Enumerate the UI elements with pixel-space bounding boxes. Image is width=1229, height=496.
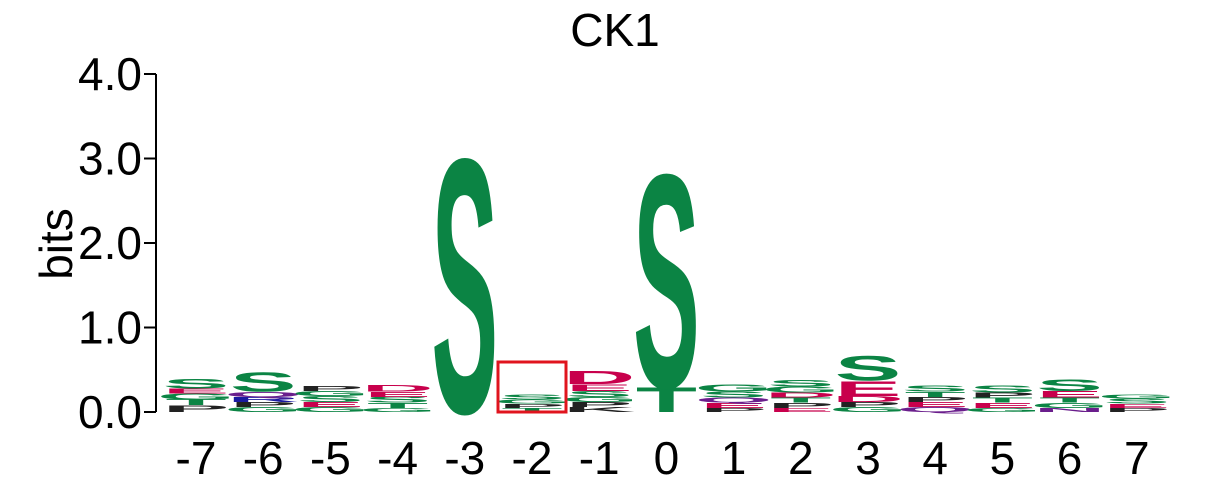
y-tick-label: 3.0 bbox=[78, 133, 142, 185]
x-tick-label: 0 bbox=[654, 432, 680, 484]
logo-letter-p: P bbox=[700, 407, 767, 414]
logo-letter-q: Q bbox=[224, 391, 302, 399]
logo-letter-t: T bbox=[1039, 396, 1100, 404]
logo-letter-r: R bbox=[227, 396, 299, 404]
y-axis-label: bits bbox=[30, 208, 82, 280]
logo-letter-d: D bbox=[765, 391, 837, 399]
logo-letter-s: S bbox=[969, 383, 1036, 395]
logo-letter-s: S bbox=[835, 349, 902, 388]
logo-letter-e: E bbox=[767, 407, 834, 414]
x-tick-label: -4 bbox=[377, 432, 418, 484]
logo-letter-t: T bbox=[165, 398, 226, 407]
y-tick-label: 0.0 bbox=[78, 386, 142, 438]
logo-letter-g: G bbox=[224, 406, 302, 414]
logo-letter-k: K bbox=[563, 406, 635, 414]
logo-letter-s: S bbox=[230, 366, 297, 398]
logo-letter-g: G bbox=[762, 385, 840, 394]
logo-letter-s: S bbox=[700, 390, 767, 399]
x-tick-label: 6 bbox=[1057, 432, 1083, 484]
logo-letter-p: P bbox=[767, 402, 834, 410]
logo-letter-t: T bbox=[636, 380, 697, 419]
logo-letter-t: T bbox=[770, 396, 831, 404]
x-tick-label: 7 bbox=[1124, 432, 1150, 484]
logo-letter-d: D bbox=[361, 383, 433, 393]
logo-letter-n: N bbox=[1033, 407, 1105, 414]
logo-letter-p: P bbox=[902, 396, 969, 404]
highlight-box bbox=[496, 360, 568, 414]
logo-letter-g: G bbox=[1031, 402, 1109, 410]
logo-letter-q: Q bbox=[695, 396, 773, 404]
x-tick-label: 1 bbox=[721, 432, 747, 484]
x-tick-label: -5 bbox=[310, 432, 351, 484]
logo-letter-e: E bbox=[566, 383, 633, 393]
logo-letter-g: G bbox=[493, 398, 571, 405]
logo-letter-p: P bbox=[163, 404, 230, 414]
logo-letter-e: E bbox=[1036, 389, 1103, 399]
logo-letter-g: G bbox=[359, 407, 437, 414]
y-tick-label: 1.0 bbox=[78, 302, 142, 354]
logo-letter-e: E bbox=[1103, 403, 1170, 410]
highlight-layer bbox=[496, 360, 568, 414]
x-axis: -7 -6 -5 -4 -3 -2 -1 0 1 2 3 4 5 6 7 bbox=[176, 432, 1150, 484]
logo-letter-s: S bbox=[163, 376, 230, 392]
logo-letter-d: D bbox=[563, 367, 635, 388]
logo-letter-p: P bbox=[297, 385, 364, 393]
logo-letter-e: E bbox=[835, 377, 902, 400]
logo-letter-e: E bbox=[297, 401, 364, 409]
logo-letter-t: T bbox=[501, 407, 562, 414]
x-tick-label: -2 bbox=[512, 432, 553, 484]
logo-letter-s: S bbox=[1036, 376, 1103, 394]
logo-letter-s: S bbox=[1103, 397, 1170, 405]
logo-letter-s: S bbox=[566, 389, 633, 398]
logo-letter-t: T bbox=[367, 402, 428, 410]
chart-title: CK1 bbox=[570, 4, 659, 56]
logo-letter-p: P bbox=[1103, 407, 1170, 414]
logo-letter-g: G bbox=[695, 382, 773, 394]
logo-letter-s: S bbox=[767, 378, 834, 388]
x-tick-label: -7 bbox=[176, 432, 217, 484]
logo-letter-p: P bbox=[230, 401, 297, 409]
logo-letter-s: S bbox=[902, 384, 969, 393]
logo-letter-e: E bbox=[969, 402, 1036, 410]
logo-letter-e: E bbox=[700, 402, 767, 410]
x-tick-label: 3 bbox=[855, 432, 881, 484]
logo-letter-g: G bbox=[1098, 393, 1176, 400]
x-tick-label: -3 bbox=[444, 432, 485, 484]
logo-letter-t: T bbox=[905, 391, 966, 399]
x-tick-label: -1 bbox=[579, 432, 620, 484]
y-tick-label: 4.0 bbox=[78, 48, 142, 100]
y-axis: 0.0 1.0 2.0 3.0 4.0 bbox=[78, 48, 157, 438]
logo-letter-s: S bbox=[499, 393, 566, 401]
logo-letter-g: G bbox=[292, 406, 370, 414]
logo-letter-p: P bbox=[835, 401, 902, 409]
logo-letter-g: G bbox=[829, 406, 907, 414]
x-tick-label: 2 bbox=[788, 432, 814, 484]
logo-letter-s: S bbox=[297, 395, 364, 404]
logo-letter-g: G bbox=[157, 392, 235, 401]
logo-letter-s: S bbox=[633, 111, 700, 452]
x-tick-label: -6 bbox=[243, 432, 284, 484]
logo-letter-g: G bbox=[292, 390, 370, 398]
logo-letter-g: G bbox=[560, 396, 638, 404]
y-tick-label: 2.0 bbox=[78, 217, 142, 269]
logo-letter-p: P bbox=[969, 391, 1036, 399]
logo-letter-p: P bbox=[566, 401, 633, 409]
logo-letter-e: E bbox=[902, 401, 969, 409]
logo-letter-e: E bbox=[163, 387, 230, 395]
logo-letter-g: G bbox=[964, 407, 1042, 414]
logo-letter-t: T bbox=[972, 396, 1033, 404]
logo-letter-s: S bbox=[364, 395, 431, 404]
logo-letter-p: P bbox=[499, 403, 566, 410]
x-tick-label: 5 bbox=[990, 432, 1016, 484]
logo-letter-e: E bbox=[364, 391, 431, 399]
logo-letter-q: Q bbox=[896, 406, 974, 414]
logo-letter-s: S bbox=[431, 82, 498, 490]
x-tick-label: 4 bbox=[922, 432, 948, 484]
logo-letter-d: D bbox=[832, 395, 904, 404]
